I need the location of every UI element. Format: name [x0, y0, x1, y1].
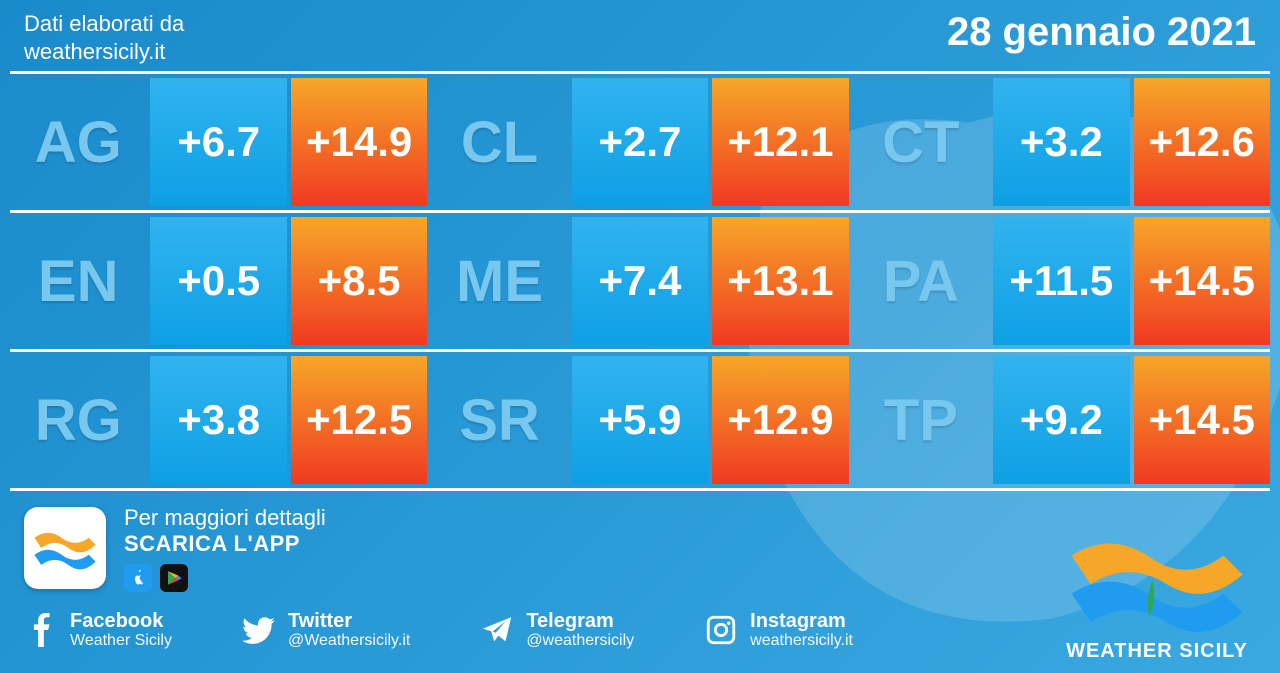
province-code: CL	[431, 78, 567, 206]
table-row: RG+3.8+12.5SR+5.9+12.9TP+9.2+14.5	[10, 349, 1270, 491]
temp-high: +12.1	[712, 78, 848, 206]
province-code: ME	[431, 217, 567, 345]
temp-high: +12.5	[291, 356, 427, 484]
temperature-grid: AG+6.7+14.9CL+2.7+12.1CT+3.2+12.6EN+0.5+…	[0, 71, 1280, 491]
facebook-icon	[24, 613, 58, 647]
social-label: Facebook	[70, 610, 172, 632]
header: Dati elaborati da weathersicily.it 28 ge…	[0, 0, 1280, 71]
playstore-icon	[160, 564, 188, 592]
twitter-icon	[242, 613, 276, 647]
appstore-icon	[124, 564, 152, 592]
ws-logo-icon	[31, 514, 99, 582]
social-handle: @Weathersicily.it	[288, 632, 410, 650]
temp-low: +7.4	[572, 217, 708, 345]
province-code: RG	[10, 356, 146, 484]
social-label: Telegram	[526, 610, 634, 632]
social-label: Twitter	[288, 610, 410, 632]
social-twitter: Twitter@Weathersicily.it	[242, 610, 410, 650]
social-facebook: FacebookWeather Sicily	[24, 610, 172, 650]
temp-high: +14.5	[1134, 356, 1270, 484]
brand-logo-corner: WEATHER SICILY	[1052, 529, 1262, 663]
social-handle: @weathersicily	[526, 632, 634, 650]
table-row: AG+6.7+14.9CL+2.7+12.1CT+3.2+12.6	[10, 71, 1270, 210]
temp-low: +11.5	[993, 217, 1129, 345]
temp-high: +12.9	[712, 356, 848, 484]
province-code: CT	[853, 78, 989, 206]
province-code: EN	[10, 217, 146, 345]
header-date: 28 gennaio 2021	[947, 10, 1256, 55]
province-code: PA	[853, 217, 989, 345]
social-label: Instagram	[750, 610, 853, 632]
source-label: Dati elaborati da	[24, 10, 184, 38]
social-instagram: Instagramweathersicily.it	[704, 610, 853, 650]
temp-low: +3.8	[150, 356, 286, 484]
temp-high: +14.9	[291, 78, 427, 206]
province-code: SR	[431, 356, 567, 484]
table-row: EN+0.5+8.5ME+7.4+13.1PA+11.5+14.5	[10, 210, 1270, 349]
temp-low: +3.2	[993, 78, 1129, 206]
temp-low: +0.5	[150, 217, 286, 345]
temp-high: +14.5	[1134, 217, 1270, 345]
social-handle: Weather Sicily	[70, 632, 172, 650]
temp-low: +2.7	[572, 78, 708, 206]
brand-name: WEATHER SICILY	[1052, 640, 1262, 663]
temp-high: +13.1	[712, 217, 848, 345]
instagram-icon	[704, 613, 738, 647]
temp-low: +6.7	[150, 78, 286, 206]
province-code: TP	[853, 356, 989, 484]
province-code: AG	[10, 78, 146, 206]
temp-high: +8.5	[291, 217, 427, 345]
temp-low: +9.2	[993, 356, 1129, 484]
telegram-icon	[480, 613, 514, 647]
temp-high: +12.6	[1134, 78, 1270, 206]
social-handle: weathersicily.it	[750, 632, 853, 650]
temp-low: +5.9	[572, 356, 708, 484]
app-icon-badge	[24, 507, 106, 589]
app-cta-line2: SCARICA L'APP	[124, 531, 326, 557]
app-cta-line1: Per maggiori dettagli	[124, 505, 326, 531]
social-telegram: Telegram@weathersicily	[480, 610, 634, 650]
source-site: weathersicily.it	[24, 38, 184, 66]
